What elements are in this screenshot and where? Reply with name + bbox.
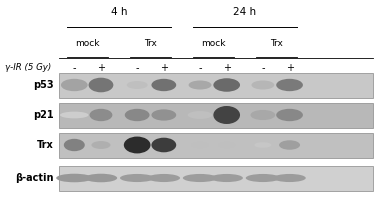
Ellipse shape	[213, 78, 240, 92]
Text: +: +	[97, 63, 105, 73]
Bar	[59, 102, 373, 127]
Text: -: -	[198, 63, 202, 73]
Text: γ-IR (5 Gy): γ-IR (5 Gy)	[5, 63, 51, 73]
Bar	[59, 165, 373, 190]
Text: p21: p21	[33, 110, 53, 120]
Ellipse shape	[151, 138, 176, 152]
Ellipse shape	[210, 174, 243, 182]
Text: +: +	[286, 63, 293, 73]
Ellipse shape	[56, 174, 92, 182]
Text: β-actin: β-actin	[15, 173, 53, 183]
Ellipse shape	[279, 140, 300, 150]
Ellipse shape	[218, 142, 235, 148]
Ellipse shape	[151, 79, 176, 91]
Ellipse shape	[183, 174, 217, 182]
Ellipse shape	[188, 111, 213, 119]
Text: +: +	[160, 63, 168, 73]
Text: -: -	[135, 63, 139, 73]
Ellipse shape	[124, 137, 150, 154]
Ellipse shape	[251, 110, 275, 120]
Text: Trx: Trx	[37, 140, 53, 150]
Ellipse shape	[274, 174, 306, 182]
Ellipse shape	[60, 112, 88, 118]
Text: p53: p53	[33, 80, 53, 90]
Ellipse shape	[276, 79, 303, 91]
Ellipse shape	[85, 174, 117, 182]
Text: +: +	[223, 63, 231, 73]
Ellipse shape	[213, 106, 240, 124]
Ellipse shape	[189, 81, 211, 89]
Text: -: -	[72, 63, 76, 73]
Ellipse shape	[88, 78, 114, 92]
Text: -: -	[261, 63, 265, 73]
Bar	[59, 73, 373, 98]
Ellipse shape	[90, 109, 112, 121]
Text: mock: mock	[201, 39, 226, 48]
Ellipse shape	[251, 81, 274, 89]
Ellipse shape	[61, 79, 88, 91]
Text: 24 h: 24 h	[233, 7, 256, 17]
Ellipse shape	[246, 174, 280, 182]
Text: 4 h: 4 h	[111, 7, 127, 17]
Text: Trx: Trx	[144, 39, 157, 48]
Ellipse shape	[255, 142, 271, 148]
Bar	[59, 133, 373, 158]
Text: Trx: Trx	[270, 39, 283, 48]
Text: mock: mock	[75, 39, 100, 48]
Ellipse shape	[125, 109, 149, 121]
Ellipse shape	[151, 109, 176, 121]
Ellipse shape	[192, 142, 209, 148]
Ellipse shape	[147, 174, 180, 182]
Ellipse shape	[276, 109, 303, 121]
Ellipse shape	[120, 174, 154, 182]
Ellipse shape	[91, 141, 110, 149]
Ellipse shape	[64, 139, 85, 151]
Ellipse shape	[126, 81, 147, 89]
